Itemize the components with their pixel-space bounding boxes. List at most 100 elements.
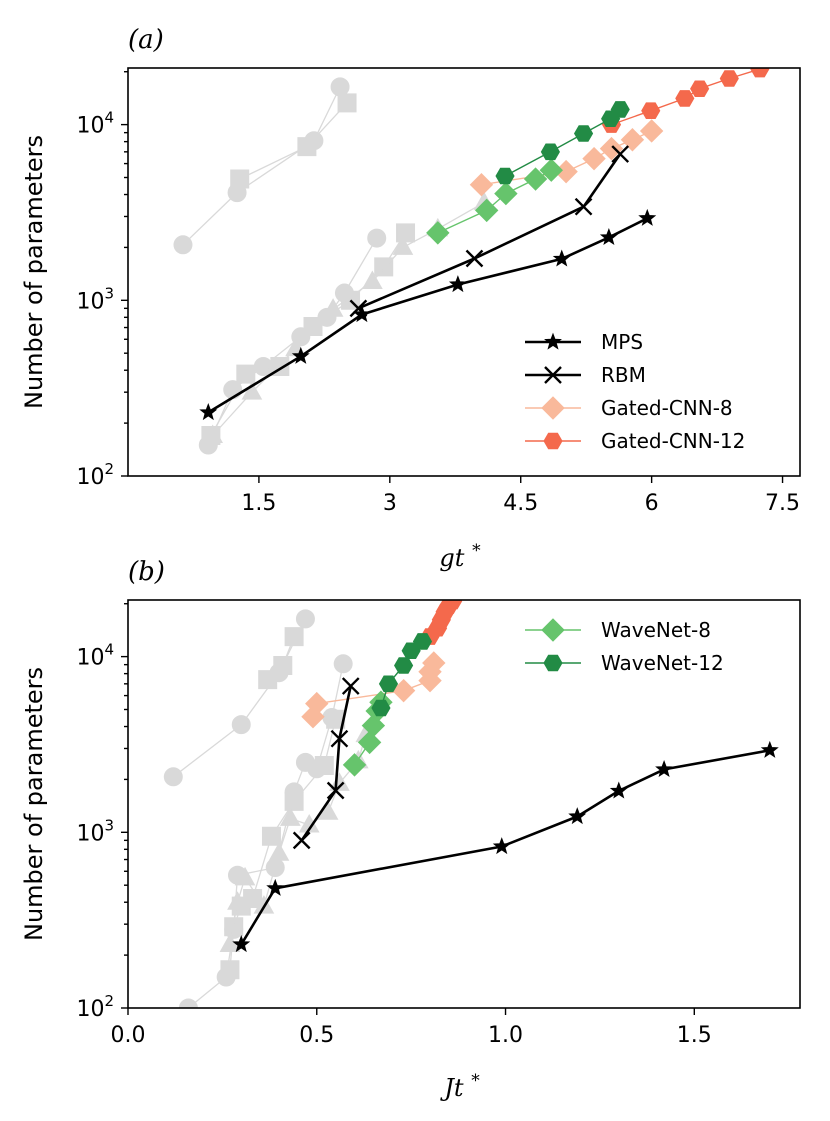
data-point-mps [568, 807, 587, 825]
x-tick-label: 4.5 [503, 491, 538, 516]
data-point-other-2 [230, 169, 250, 189]
data-point-mps [609, 781, 628, 799]
data-point-rbm [574, 197, 593, 216]
panel-b: (b) 0.0 0.5 1.0 1.5 102 103 104 Number of par… [20, 557, 801, 1102]
data-point-gated-cnn-8 [301, 704, 325, 729]
legend-item-wavenet-12: WaveNet-12 [525, 651, 724, 675]
x-tick-label: 1.5 [241, 491, 276, 516]
data-point-other-5 [227, 891, 248, 910]
data-point-wavenet-8 [523, 167, 548, 191]
data-point-gated-cnn-12 [641, 102, 661, 119]
legend-label-mps: MPS [601, 330, 643, 354]
panel-b-x-label: Jt * [439, 1071, 480, 1102]
series-rbm [292, 677, 360, 850]
data-point-other-4 [220, 960, 240, 980]
x-tick-label: 6 [645, 491, 659, 516]
y-tick-label: 102 [76, 992, 114, 1022]
data-point-rbm [326, 781, 345, 800]
panel-b-x-ticks: 0.0 0.5 1.0 1.5 [111, 1008, 712, 1048]
data-point-other-4 [303, 316, 323, 336]
data-point-other-3 [178, 998, 198, 1008]
data-point-gated-cnn-12 [690, 80, 710, 98]
data-point-wavenet-12 [371, 699, 391, 717]
data-point-gated-cnn-12 [750, 68, 770, 78]
series-gated-cnn-8 [301, 651, 446, 729]
series-other-2 [258, 627, 304, 690]
panel-a-frame [127, 67, 801, 477]
series-line-other-3 [187, 663, 344, 1008]
panel-b-y-ticks: 102 103 104 [76, 603, 128, 1022]
data-point-other-5 [362, 270, 383, 289]
x-tick-label: 0.0 [111, 1023, 146, 1048]
data-point-gated-cnn-8 [599, 136, 624, 161]
series-other-1 [173, 77, 350, 255]
series-gated-cnn-8 [469, 119, 664, 197]
y-tick-label: 104 [76, 109, 114, 139]
series-gated-cnn-12 [601, 68, 770, 133]
legend-item-gated-cnn-8: Gated-CNN-8 [525, 396, 733, 420]
panel-a-y-ticks: 102 103 104 [76, 71, 128, 490]
data-point-gated-cnn-12 [719, 70, 739, 87]
x-tick-label: 7.5 [765, 491, 800, 516]
y-tick-label: 103 [76, 816, 114, 846]
data-point-other-2 [273, 656, 293, 676]
data-point-mps [760, 740, 779, 758]
data-point-other-4 [236, 364, 256, 384]
legend-item-mps: MPS [525, 330, 643, 354]
data-point-other-4 [326, 709, 346, 729]
y-tick-label: 104 [76, 641, 114, 671]
data-point-other-4 [314, 756, 334, 776]
data-point-other-5 [234, 866, 256, 886]
data-point-mps [266, 878, 285, 896]
data-point-mps [599, 227, 618, 246]
data-point-mps [655, 759, 674, 778]
data-point-other-1 [231, 715, 251, 735]
panel-a: (a) 1.5 3 4.5 6 7.5 102 103 104 Number of para… [20, 25, 801, 572]
panel-a-legend: MPS RBM Gated-CNN-8 Gated-CNN-12 [525, 330, 745, 453]
data-point-other-2 [284, 627, 304, 647]
panel-a-x-ticks: 1.5 3 4.5 6 7.5 [241, 476, 800, 516]
series-wavenet-12 [371, 633, 433, 717]
data-point-rbm [330, 729, 349, 748]
data-point-wavenet-12 [378, 675, 399, 693]
series-gated-cnn-12 [420, 600, 463, 645]
data-point-gated-cnn-8 [620, 128, 645, 152]
series-other-4 [220, 709, 346, 980]
panel-a-plot-area [173, 68, 770, 455]
data-point-gated-cnn-12 [675, 90, 695, 107]
series-line-other-3 [207, 237, 378, 446]
data-point-mps [448, 275, 467, 293]
series-other-2 [230, 93, 357, 189]
legend-item-wavenet-8: WaveNet-8 [525, 618, 711, 642]
panel-a-x-label: gt * [439, 541, 481, 572]
legend-marker-gated-cnn-8 [541, 396, 565, 420]
data-point-other-5 [279, 807, 301, 826]
legend-label-gated-cnn-8: Gated-CNN-8 [601, 396, 733, 420]
panel-b-label: (b) [128, 557, 165, 587]
legend-label-gated-cnn-12: Gated-CNN-12 [601, 429, 745, 453]
legend-label-wavenet-8: WaveNet-8 [601, 618, 711, 642]
data-point-wavenet-8 [474, 198, 499, 223]
legend-marker-wavenet-12 [543, 654, 563, 672]
data-point-wavenet-8 [357, 730, 382, 755]
panel-a-label: (a) [128, 25, 164, 55]
data-point-other-4 [284, 791, 304, 811]
panel-b-frame [127, 599, 801, 1009]
panel-b-legend: WaveNet-8 WaveNet-12 [525, 618, 724, 675]
data-point-other-2 [297, 137, 317, 157]
data-point-wavenet-8 [426, 221, 450, 245]
data-point-other-2 [337, 93, 357, 113]
data-point-mps [492, 837, 511, 855]
series-mps [199, 208, 657, 421]
data-point-mps [291, 346, 310, 364]
data-point-other-4 [374, 257, 394, 277]
data-point-wavenet-12 [573, 125, 594, 142]
data-point-wavenet-8 [494, 181, 518, 206]
data-point-gated-cnn-8 [469, 172, 494, 197]
data-point-gated-cnn-12 [443, 600, 463, 610]
data-point-wavenet-12 [394, 657, 414, 674]
legend-marker-mps [544, 332, 562, 350]
series-mps [232, 740, 779, 953]
data-point-gated-cnn-8 [391, 678, 416, 703]
data-point-other-1 [295, 609, 315, 629]
